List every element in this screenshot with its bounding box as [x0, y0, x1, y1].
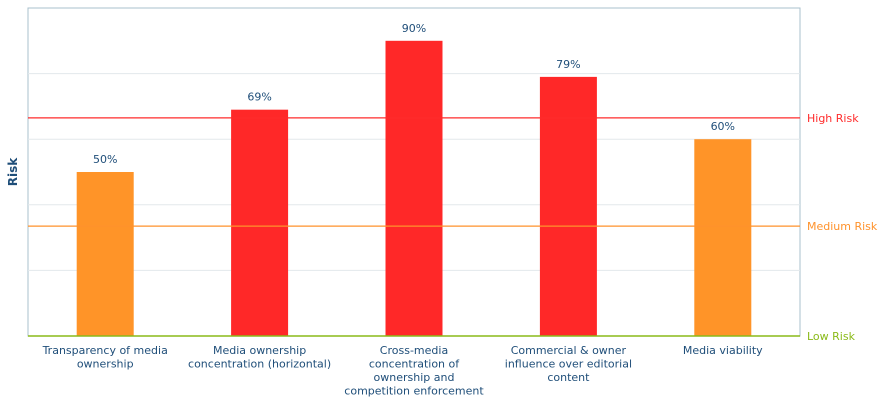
- x-tick-label-line: Media ownership: [213, 344, 306, 357]
- x-tick-label-line: Commercial & owner: [511, 344, 627, 357]
- x-tick-label-line: influence over editorial: [505, 358, 632, 371]
- x-tick-label-line: ownership: [77, 358, 134, 371]
- threshold-label: High Risk: [807, 112, 859, 125]
- x-tick-label-line: concentration (horizontal): [188, 358, 331, 371]
- x-tick-label-line: Media viability: [683, 344, 763, 357]
- bar: [539, 76, 597, 336]
- threshold-label: Low Risk: [807, 330, 856, 343]
- x-tick-label: Transparency of media ownership: [42, 344, 168, 371]
- x-tick-label-line: competition enforcement: [344, 385, 484, 397]
- bar: [385, 40, 443, 337]
- bar: [231, 109, 289, 337]
- data-label: 90%: [402, 22, 426, 35]
- bar: [694, 139, 752, 336]
- data-label: 50%: [93, 153, 117, 166]
- x-tick-label: Media viability: [683, 344, 763, 357]
- threshold-label: Medium Risk: [807, 220, 878, 233]
- x-tick-label-line: concentration of: [369, 358, 460, 371]
- x-tick-label-line: Transparency of media: [42, 344, 168, 357]
- x-tick-label-line: Cross-media: [380, 344, 448, 357]
- x-tick-label-line: content: [547, 371, 590, 384]
- y-axis-label: Risk: [6, 157, 20, 186]
- x-tick-label: Media ownership concentration (horizontal…: [188, 344, 331, 371]
- x-tick-label: Cross-media concentration of ownership and…: [344, 344, 484, 397]
- x-tick-label-line: ownership and: [374, 371, 455, 384]
- data-label: 60%: [711, 120, 735, 133]
- bar: [76, 172, 134, 336]
- data-label: 79%: [556, 58, 580, 71]
- x-tick-label: Commercial & owner influence over editori…: [505, 344, 632, 384]
- data-label: 69%: [247, 91, 271, 104]
